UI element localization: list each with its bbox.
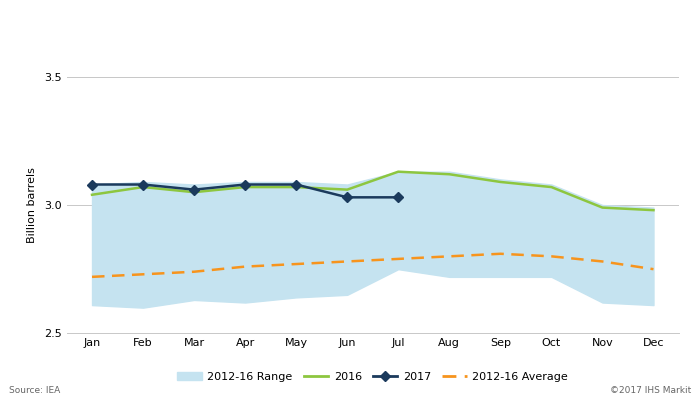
Legend: 2012-16 Range, 2016, 2017, 2012-16 Average: 2012-16 Range, 2016, 2017, 2012-16 Avera…: [177, 372, 568, 382]
Text: Source: IEA: Source: IEA: [9, 386, 60, 395]
Text: OECD Industry oil inventory: OECD Industry oil inventory: [9, 19, 260, 34]
Text: ©2017 IHS Markit: ©2017 IHS Markit: [610, 386, 691, 395]
Y-axis label: Billion barrels: Billion barrels: [27, 167, 37, 243]
